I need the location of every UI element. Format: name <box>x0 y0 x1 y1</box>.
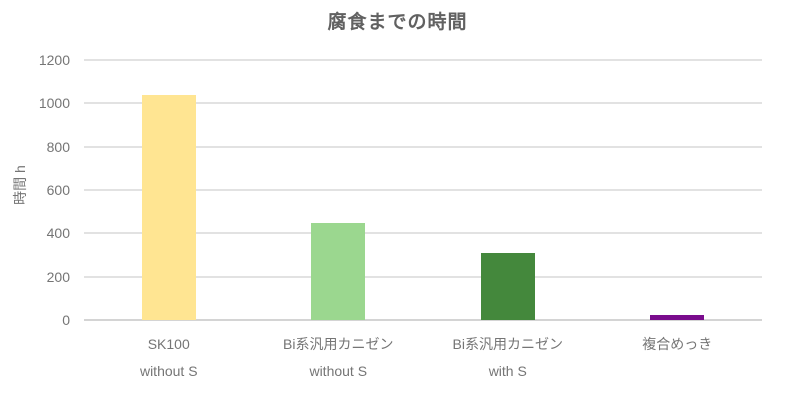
chart-title: 腐食までの時間 <box>327 12 468 33</box>
gridline <box>84 275 762 278</box>
gridline <box>84 232 762 235</box>
x-tick-label: 複合めっき <box>593 331 763 358</box>
x-tick-label-line2: without S <box>139 363 198 379</box>
bar <box>141 94 196 320</box>
x-tick-label-line2: with S <box>488 363 527 379</box>
y-tick-label: 400 <box>46 225 70 242</box>
x-tick-label: Bi系汎用カニゼン without S <box>254 331 424 385</box>
gridline <box>84 102 762 105</box>
y-tick-label: 200 <box>46 268 70 285</box>
x-tick-label-line1: Bi系汎用カニゼン <box>452 336 563 352</box>
x-tick-label-line2: without S <box>309 363 368 379</box>
x-tick-label-line1: SK100 <box>147 336 190 352</box>
x-tick-label-line1: 複合めっき <box>642 336 713 352</box>
bar <box>311 222 366 320</box>
y-tick-label: 1200 <box>38 52 70 68</box>
x-tick-label: Bi系汎用カニゼン with S <box>423 331 593 385</box>
y-tick-label: 0 <box>62 312 70 328</box>
x-tick-label: SK100 without S <box>84 331 254 385</box>
y-tick-label: 600 <box>46 182 70 198</box>
gridline <box>84 145 762 148</box>
bar <box>480 252 535 320</box>
bar <box>650 314 705 320</box>
x-axis-line <box>84 319 762 321</box>
gridline <box>84 189 762 191</box>
y-tick-label: 1000 <box>38 95 70 112</box>
gridline <box>84 59 762 61</box>
x-tick-label-line1: Bi系汎用カニゼン <box>283 336 394 352</box>
y-tick-label: 800 <box>46 138 70 155</box>
